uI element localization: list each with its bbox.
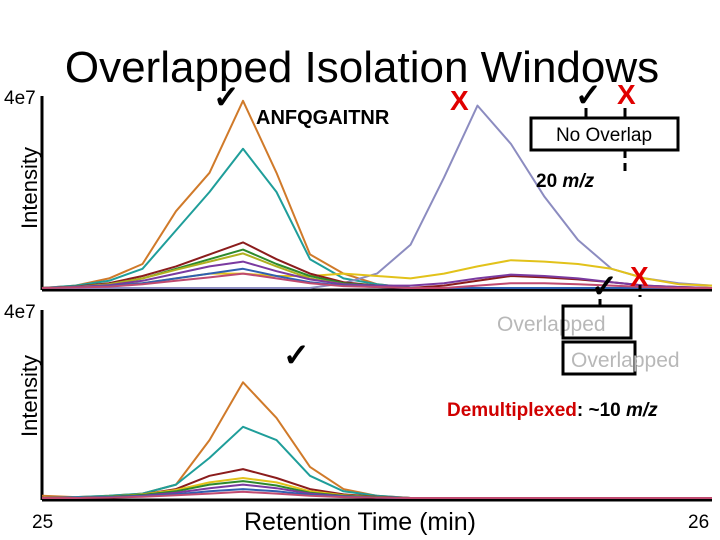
top-ytick-label: 4e7 — [4, 88, 36, 109]
check-icon: ✓ — [213, 79, 240, 115]
overlapped-box-a — [488, 306, 631, 338]
top-panel: 4e7 Intensity — [4, 88, 713, 292]
top-series-line-2 — [42, 104, 713, 289]
top-ylabel: Intensity — [17, 147, 42, 229]
demux-unit: m/z — [626, 400, 658, 421]
cross-icon: X — [617, 79, 636, 110]
overlapped-box-b-frame — [561, 340, 637, 376]
cross-icon: X — [450, 85, 469, 116]
bottom-ylabel: Intensity — [17, 355, 42, 437]
bottom-series-line-7 — [42, 490, 712, 499]
overlapped-label-a: Overlapped — [497, 313, 606, 336]
bottom-series-line-1 — [41, 425, 712, 499]
cross-icon: X — [630, 261, 649, 292]
top-series-lines — [41, 99, 713, 289]
x-axis-label: Retention Time (min) — [244, 508, 476, 536]
xtick-label-end: 26 — [688, 512, 709, 533]
xtick-label-start: 25 — [32, 512, 53, 533]
bottom-panel: 4e7 Intensity 25 26 Retention Time (min) — [4, 302, 712, 536]
chart-title: Overlapped Isolation Windows — [65, 43, 659, 92]
top-series-line-7 — [41, 260, 713, 289]
no-overlap-box — [529, 116, 680, 152]
demux-word: Demultiplexed — [447, 400, 577, 421]
bottom-ytick-label: 4e7 — [4, 302, 36, 323]
check-icon: ✓ — [591, 268, 618, 304]
check-icon: ✓ — [283, 337, 310, 373]
window-width-label: 20 m/z — [536, 171, 595, 192]
bottom-series-lines — [41, 381, 712, 499]
check-icon: ✓ — [575, 77, 602, 113]
peptide-label: ANFQGAITNR — [256, 107, 390, 129]
window-width-value: 20 — [536, 171, 562, 192]
window-width-unit: m/z — [562, 171, 594, 192]
demux-label: Demultiplexed: ~10 m/z — [447, 400, 658, 421]
overlapped-label-b: Overlapped — [571, 349, 680, 372]
demux-rest: : ~10 — [577, 400, 626, 421]
no-overlap-label: No Overlap — [556, 125, 652, 146]
overlapped-box-a-frame — [561, 304, 633, 340]
top-series-line-9 — [41, 272, 712, 289]
